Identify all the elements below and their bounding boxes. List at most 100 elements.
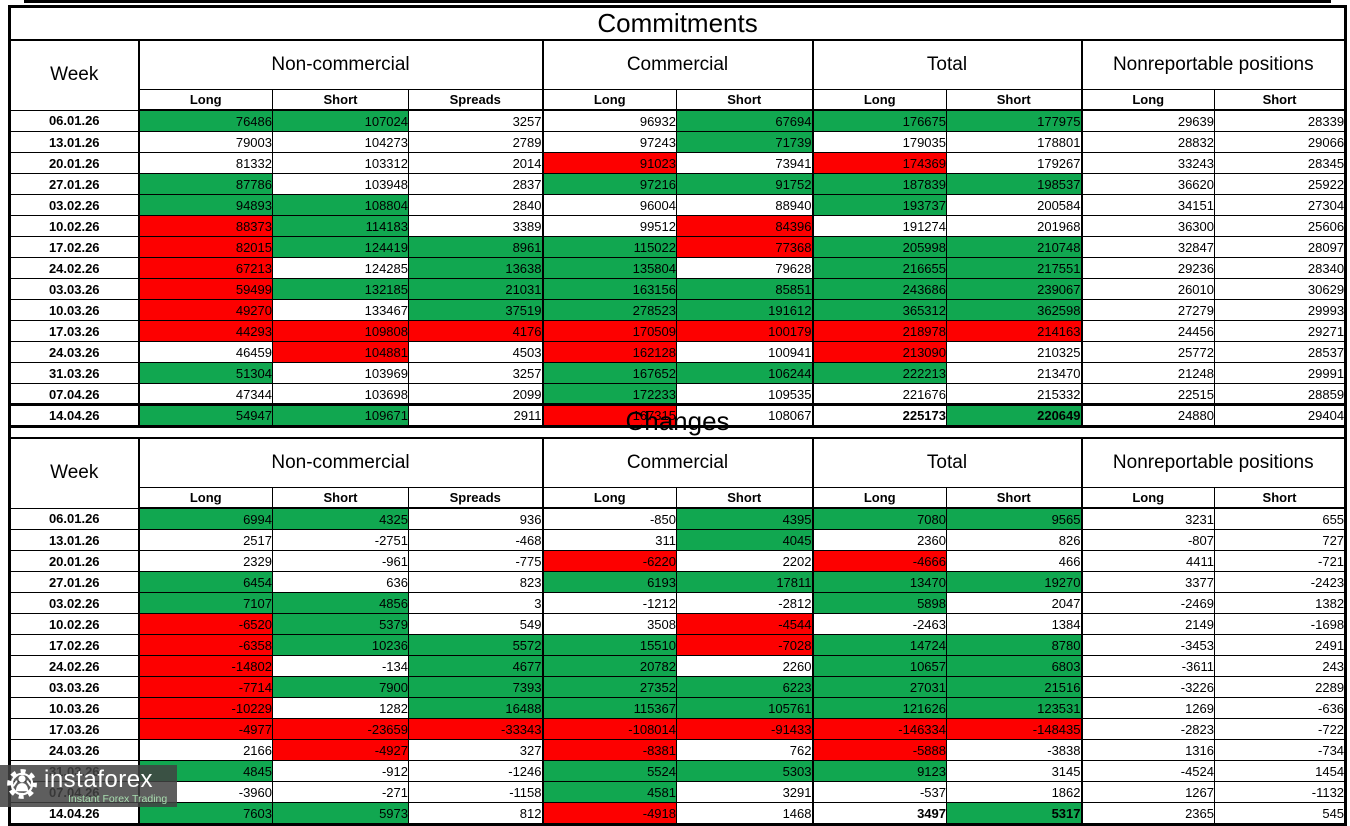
table-row: 17.02.26 82015 124419 8961 115022 77368 205998… — [9, 236, 1347, 258]
week-cell: 31.03.26 — [9, 362, 139, 384]
data-cell: 198537 — [946, 173, 1082, 195]
week-column-header: Week — [9, 39, 139, 111]
data-cell: 214163 — [946, 320, 1082, 342]
data-cell: -3453 — [1080, 634, 1215, 656]
group-header-total: Total — [811, 437, 1082, 488]
data-cell: 103969 — [272, 362, 409, 384]
data-cell: 21516 — [946, 676, 1082, 698]
data-cell: 51304 — [137, 362, 273, 384]
data-cell: 3291 — [676, 781, 813, 803]
week-cell: 17.03.26 — [9, 718, 139, 740]
data-cell: 3389 — [408, 215, 543, 237]
data-cell: -734 — [1213, 739, 1347, 761]
data-cell: 124419 — [272, 236, 409, 258]
data-cell: 104273 — [272, 131, 409, 153]
data-cell: 132185 — [272, 278, 409, 300]
data-cell: -537 — [811, 781, 947, 803]
data-cell: 327 — [408, 739, 543, 761]
data-cell: 25772 — [1080, 341, 1215, 363]
data-cell: 96932 — [541, 109, 677, 132]
data-cell: 34151 — [1080, 194, 1215, 216]
data-cell: 167652 — [541, 362, 677, 384]
data-cell: 77368 — [676, 236, 813, 258]
col-header-t-short: Short — [946, 487, 1082, 509]
data-cell: 4411 — [1080, 550, 1215, 572]
data-cell: 655 — [1213, 507, 1347, 530]
data-cell: 2166 — [137, 739, 273, 761]
commitments-table: Commitments Week Non-commercial Commerci… — [8, 5, 1348, 428]
data-cell: 28340 — [1213, 257, 1347, 279]
data-cell: 9123 — [811, 760, 947, 782]
data-cell: -5888 — [811, 739, 947, 761]
data-cell: -3611 — [1080, 655, 1215, 677]
data-cell: 29991 — [1213, 362, 1347, 384]
data-cell: 29066 — [1213, 131, 1347, 153]
data-cell: -2463 — [811, 613, 947, 635]
data-cell: -3226 — [1080, 676, 1215, 698]
table-row: 17.03.26 -4977 -23659 -33343 -108014 -91433 -1… — [9, 718, 1347, 740]
data-cell: -8381 — [541, 739, 677, 761]
table-row: 17.03.26 44293 109808 4176 170509 100179 21897… — [9, 320, 1347, 342]
data-cell: 243 — [1213, 655, 1347, 677]
data-cell: -1246 — [408, 760, 543, 782]
data-cell: -108014 — [541, 718, 677, 740]
week-cell: 03.03.26 — [9, 676, 139, 698]
data-cell: 4176 — [408, 320, 543, 342]
data-cell: 59499 — [137, 278, 273, 300]
data-cell: 1382 — [1213, 592, 1347, 614]
watermark-tagline: Instant Forex Trading — [68, 792, 168, 805]
data-cell: 28859 — [1213, 383, 1347, 405]
data-cell: 85851 — [676, 278, 813, 300]
data-cell: 466 — [946, 550, 1082, 572]
data-cell: 278523 — [541, 299, 677, 321]
data-cell: 26010 — [1080, 278, 1215, 300]
week-cell: 20.01.26 — [9, 152, 139, 174]
table-row: 31.03.264845-912-12465524530391233145-45… — [9, 760, 1347, 782]
data-cell: 29993 — [1213, 299, 1347, 321]
data-cell: -4524 — [1080, 760, 1215, 782]
data-cell: 5973 — [272, 802, 409, 825]
data-cell: 2149 — [1080, 613, 1215, 635]
data-cell: 1454 — [1213, 760, 1347, 782]
data-cell: 4503 — [408, 341, 543, 363]
data-cell: -775 — [408, 550, 543, 572]
data-cell: 191274 — [811, 215, 947, 237]
data-cell: -850 — [541, 507, 677, 530]
data-cell: 133467 — [272, 299, 409, 321]
data-cell: 5524 — [541, 760, 677, 782]
week-cell: 03.02.26 — [9, 592, 139, 614]
data-cell: 3377 — [1080, 571, 1215, 593]
data-cell: 217551 — [946, 257, 1082, 279]
table-row: 03.02.26 7107 4856 3 -1212 -2812 5898 2047 -2469… — [9, 592, 1347, 614]
data-cell: 4677 — [408, 655, 543, 677]
table-row: 24.03.26 46459 104881 4503 162128 100941 21309… — [9, 341, 1347, 363]
data-cell: 2517 — [137, 529, 273, 551]
data-cell: 3257 — [408, 362, 543, 384]
table-title: Commitments — [8, 6, 1347, 41]
data-cell: 2202 — [676, 550, 813, 572]
data-cell: 5379 — [272, 613, 409, 635]
data-cell: 9565 — [946, 507, 1082, 530]
data-cell: 100941 — [676, 341, 813, 363]
data-cell: -468 — [408, 529, 543, 551]
data-cell: 4325 — [272, 507, 409, 530]
table-row: 03.03.26 -7714 7900 7393 27352 6223 27031 21516… — [9, 676, 1347, 698]
col-header-nc-spreads: Spreads — [408, 89, 543, 111]
data-cell: 109535 — [676, 383, 813, 405]
data-cell: 2789 — [408, 131, 543, 153]
col-header-nr-long: Long — [1080, 89, 1215, 111]
data-cell: 549 — [408, 613, 543, 635]
table-row: 10.02.26 88373 114183 3389 99512 84396 191274 2… — [9, 215, 1347, 237]
data-cell: -4977 — [137, 718, 273, 740]
watermark: instaforex Instant Forex Trading — [0, 765, 177, 807]
data-cell: 8961 — [408, 236, 543, 258]
data-cell: 16488 — [408, 697, 543, 719]
data-cell: 5572 — [408, 634, 543, 656]
group-header-total: Total — [811, 39, 1082, 90]
data-cell: 812 — [408, 802, 543, 825]
table-row: 10.02.26 -6520 5379 549 3508 -4544 -2463 1384 21… — [9, 613, 1347, 635]
data-cell: 179035 — [811, 131, 947, 153]
data-cell: 87786 — [137, 173, 273, 195]
data-cell: 37519 — [408, 299, 543, 321]
data-cell: 84396 — [676, 215, 813, 237]
